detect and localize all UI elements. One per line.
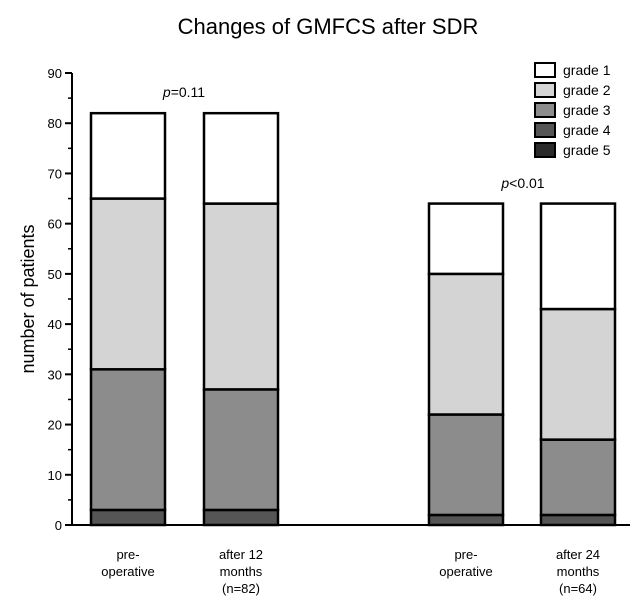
bar-segment-grade-2	[202, 202, 280, 391]
x-category-label: pre-operative	[101, 547, 154, 579]
legend: grade 1 grade 2 grade 3 grade 4 grade 5	[534, 62, 611, 158]
y-tick-label: 80	[48, 116, 62, 131]
p-value-annotation: p=0.11	[162, 84, 205, 100]
category-labels: pre-operative after 12 months (n=82) pre-ope…	[101, 547, 600, 596]
annotations: p=0.11 p<0.01	[162, 84, 545, 191]
y-tick-label: 40	[48, 317, 62, 332]
bar-segment-grade-1	[427, 202, 505, 276]
bar-segment-grade-3	[539, 438, 617, 517]
bars	[89, 111, 617, 527]
bar-segment-grade-4	[539, 513, 617, 527]
bar-segment-grade-1	[89, 111, 167, 200]
bar-segment-grade-4	[89, 508, 167, 527]
legend-swatch	[534, 142, 556, 158]
x-category-label: after 12 months (n=82)	[219, 547, 263, 596]
y-tick-label: 20	[48, 418, 62, 433]
p-value-annotation: p<0.01	[500, 175, 544, 191]
y-axis-label: number of patients	[18, 224, 38, 373]
y-tick-label: 90	[48, 66, 62, 81]
y-tick-label: 60	[48, 217, 62, 232]
legend-swatch	[534, 122, 556, 138]
legend-swatch	[534, 62, 556, 78]
y-tick-label: 50	[48, 267, 62, 282]
bar-segment-grade-4	[427, 513, 505, 527]
legend-label: grade 1	[563, 62, 611, 78]
bar-segment-grade-3	[89, 368, 167, 512]
y-tick-label: 30	[48, 367, 62, 382]
bar-segment-grade-3	[427, 413, 505, 517]
bar-segment-grade-2	[89, 197, 167, 371]
y-tick-label: 10	[48, 468, 62, 483]
legend-label: grade 3	[563, 102, 611, 118]
legend-label: grade 2	[563, 82, 611, 98]
x-category-label: after 24 months (n=64)	[556, 547, 600, 596]
legend-label: grade 5	[563, 142, 611, 158]
bar-segment-grade-1	[202, 111, 280, 205]
y-tick-label: 70	[48, 166, 62, 181]
y-tick-label: 0	[55, 518, 62, 533]
bar-segment-grade-4	[202, 508, 280, 527]
x-category-label: pre-operative	[439, 547, 492, 579]
bar-segment-grade-3	[202, 388, 280, 512]
bar-segment-grade-2	[539, 307, 617, 441]
legend-swatch	[534, 102, 556, 118]
bar-segment-grade-1	[539, 202, 617, 311]
bar-segment-grade-2	[427, 272, 505, 416]
legend-label: grade 4	[563, 122, 611, 138]
chart-title: Changes of GMFCS after SDR	[178, 14, 479, 39]
legend-swatch	[534, 82, 556, 98]
